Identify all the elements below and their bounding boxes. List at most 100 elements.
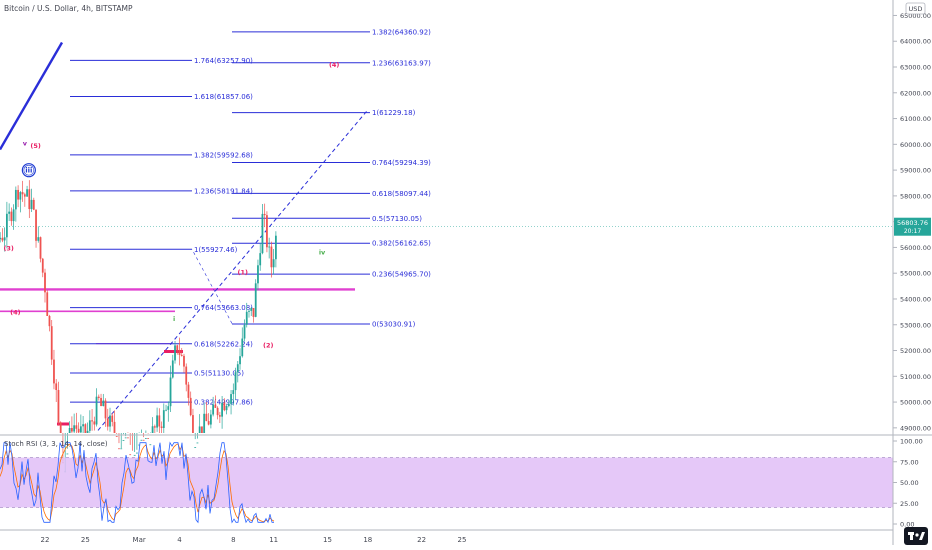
- candle-body: [122, 439, 125, 441]
- time-tick-label: 22: [417, 536, 426, 544]
- candle-body: [266, 215, 268, 248]
- candle-body: [41, 258, 44, 273]
- currency-badge[interactable]: USD: [909, 5, 923, 13]
- fib-level-label: 0.618(52262.24): [194, 340, 253, 348]
- price-tick-label: 65000.00: [900, 12, 931, 20]
- tradingview-logo[interactable]: [904, 527, 928, 545]
- candle-body: [187, 384, 190, 398]
- candle-body: [59, 422, 62, 433]
- symbol-title[interactable]: Bitcoin / U.S. Dollar, 4h, BITSTAMP: [4, 4, 133, 13]
- price-tick-label: 50000.00: [900, 399, 931, 407]
- time-tick-label: Mar: [133, 536, 146, 544]
- candle-body: [88, 420, 91, 431]
- fib-level-label: 0.5(51130.05): [194, 369, 244, 377]
- price-tick-label: 63000.00: [900, 64, 931, 72]
- candle-body: [66, 453, 69, 455]
- fib-level-label: 1.618(61857.06): [194, 93, 253, 101]
- candle-body: [0, 237, 2, 240]
- candle-body: [91, 420, 93, 422]
- fib-level-label: 0.236(54965.70): [372, 271, 431, 279]
- candle-body: [136, 452, 138, 454]
- wave-label: v: [23, 140, 28, 148]
- candle-body: [100, 397, 102, 407]
- candle-body: [259, 253, 262, 266]
- fib-level-label: 1(61229.18): [372, 109, 416, 117]
- candle-body: [106, 418, 109, 427]
- candle-body: [225, 406, 228, 411]
- fib-level-label: 0.764(53663.08): [194, 304, 253, 312]
- candle-body: [207, 421, 210, 425]
- candle-body: [171, 360, 174, 378]
- fib-extension-right[interactable]: 1.382(64360.92) 1.236(63163.97) 1(61229.18…: [232, 28, 431, 328]
- candle-body: [149, 444, 152, 446]
- price-tick-label: 61000.00: [900, 115, 931, 123]
- candle-body: [10, 211, 13, 222]
- wave-label: (4): [329, 61, 339, 69]
- candle-body: [218, 415, 221, 417]
- stoch-tick-label: 75.00: [900, 458, 919, 466]
- candle-body: [203, 413, 206, 433]
- wave-label: (5): [30, 142, 40, 150]
- time-tick-label: 25: [81, 536, 90, 544]
- stoch-tick-label: 50.00: [900, 479, 919, 487]
- candle-body: [19, 192, 22, 200]
- candle-body: [109, 415, 111, 427]
- candle-body: [138, 444, 141, 446]
- dashed-connector: [191, 249, 233, 324]
- fib-level-label: 0.764(59294.39): [372, 159, 431, 167]
- stoch-legend[interactable]: Stoch RSI (3, 3, 14, 14, close): [4, 440, 108, 448]
- fib-level-label: 1.236(63163.97): [372, 59, 431, 67]
- candle-body: [75, 425, 78, 429]
- candle-body: [93, 421, 96, 425]
- candle-body: [245, 311, 248, 325]
- candle-body: [167, 406, 170, 410]
- candle-body: [57, 390, 60, 423]
- candle-body: [84, 424, 87, 433]
- time-tick-label: 8: [231, 536, 235, 544]
- candle-body: [37, 237, 40, 241]
- candle-body: [140, 439, 143, 441]
- currency-badge-box[interactable]: [905, 2, 926, 15]
- fib-level-label: 0(53030.91): [372, 320, 416, 328]
- candle-body: [39, 237, 42, 259]
- candle-body: [183, 355, 185, 367]
- candle-body: [274, 235, 277, 260]
- candle-body: [174, 345, 176, 361]
- candle-body: [23, 194, 26, 197]
- candle-body: [111, 415, 114, 422]
- candle-body: [118, 448, 120, 450]
- candle-body: [120, 448, 123, 450]
- candle-body: [162, 410, 165, 428]
- fib-level-label: 1.382(64360.92): [372, 28, 431, 36]
- fib-level-label: 1.236(58191.84): [194, 187, 253, 195]
- price-tick-label: 49000.00: [900, 424, 931, 432]
- fib-level-label: 0.5(57130.05): [372, 215, 422, 223]
- candle-body: [3, 237, 6, 241]
- candle-body: [48, 315, 51, 327]
- candle-body: [71, 427, 73, 432]
- candle-body: [261, 213, 264, 254]
- candle-body: [254, 283, 257, 317]
- candle-body: [97, 396, 100, 398]
- candle-body: [272, 259, 275, 268]
- price-tick-label: 60000.00: [900, 141, 931, 149]
- candle-body: [21, 192, 24, 195]
- candle-body: [160, 426, 163, 428]
- stoch-rsi-pane[interactable]: [0, 441, 893, 524]
- candle-body: [127, 437, 129, 439]
- candle-body: [77, 428, 80, 433]
- candle-body: [236, 364, 239, 373]
- candle-body: [212, 404, 215, 415]
- stoch-tick-label: 0.00: [900, 521, 914, 529]
- time-tick-label: 25: [457, 536, 466, 544]
- stoch-tick-label: 25.00: [900, 500, 919, 508]
- price-tick-label: 58000.00: [900, 192, 931, 200]
- candle-body: [194, 447, 197, 448]
- candle-body: [129, 454, 132, 456]
- candle-body: [239, 356, 241, 365]
- wave-label-circle: [23, 164, 35, 176]
- fib-extension-left[interactable]: 1.764(63257.90) 1.618(61857.06) 1.382(5959…: [70, 57, 253, 407]
- candle-body: [205, 413, 208, 422]
- candle-body: [241, 338, 244, 357]
